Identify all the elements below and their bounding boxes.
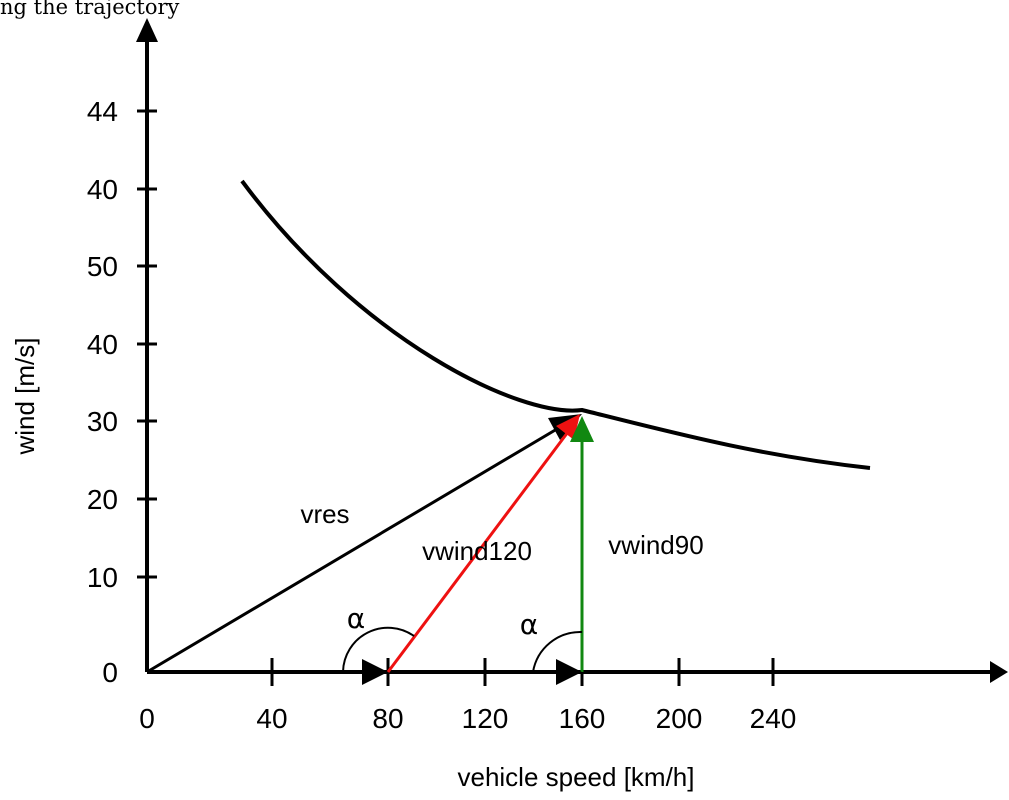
x-tick-label: 40 <box>256 703 287 734</box>
y-tick-label: 44 <box>87 96 118 127</box>
angle-arc-160 <box>532 630 583 673</box>
x-tick-label: 240 <box>750 703 797 734</box>
x-axis-arrowhead <box>990 661 1008 683</box>
y-tick-label: 30 <box>87 406 118 437</box>
x-axis-title: vehicle speed [km/h] <box>457 762 694 792</box>
x-tick-label: 80 <box>372 703 403 734</box>
y-tick-label: 20 <box>87 484 118 515</box>
caption-fragment: ng the trajectory <box>0 0 180 19</box>
x-tick-label: 0 <box>139 703 155 734</box>
speed-160-arrowhead <box>556 659 582 685</box>
vwind90-arrowhead <box>570 416 594 442</box>
angle-label-160: α <box>520 608 538 641</box>
y-ticks <box>137 109 157 579</box>
y-axis-title: wind [m/s] <box>10 337 40 455</box>
y-tick-label: 10 <box>87 562 118 593</box>
y-tick-label: 40 <box>87 329 118 360</box>
vwind120-vector <box>386 431 570 673</box>
y-axis-arrowhead <box>136 18 158 42</box>
vres-vector <box>146 424 563 674</box>
angle-arc-80 <box>342 626 415 673</box>
vwind90-label: vwind90 <box>608 530 703 560</box>
x-tick-label: 200 <box>656 703 703 734</box>
y-tick-label: 0 <box>102 657 118 688</box>
x-tick-label: 120 <box>462 703 509 734</box>
y-tick-label: 40 <box>87 174 118 205</box>
speed-80-arrowhead <box>362 659 388 685</box>
vwind120-label: vwind120 <box>422 536 532 566</box>
wind-limit-curve <box>240 179 871 470</box>
angle-label-80: α <box>347 602 365 635</box>
vres-label: vres <box>300 499 349 529</box>
x-tick-label: 160 <box>559 703 606 734</box>
y-tick-label: 50 <box>87 251 118 282</box>
